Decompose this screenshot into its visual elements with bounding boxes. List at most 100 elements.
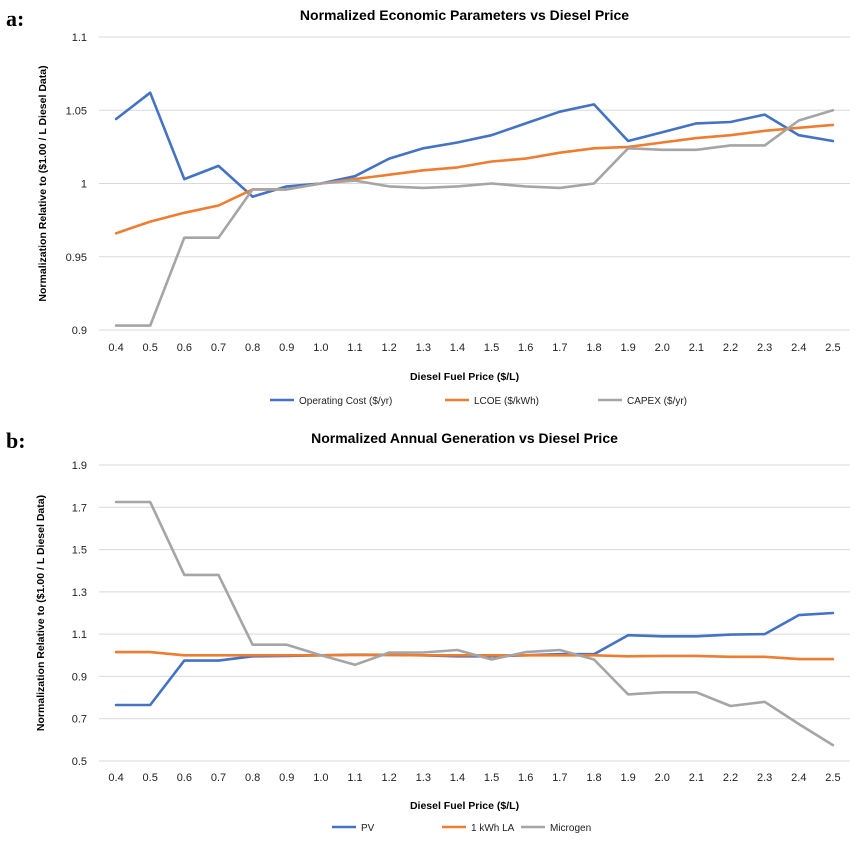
data-point (115, 118, 117, 120)
y-tick-label: 1.3 (72, 587, 87, 599)
x-tick-label: 1.4 (450, 772, 465, 784)
series-line-operating-cost-yr (114, 91, 835, 198)
data-point (558, 649, 561, 651)
data-point (797, 658, 800, 660)
x-tick-label: 2.1 (689, 772, 704, 784)
chart-title: Normalized Economic Parameters vs Diesel… (300, 7, 629, 23)
data-point (797, 119, 800, 122)
data-point (832, 744, 834, 747)
y-tick-label: 1.5 (72, 545, 87, 557)
data-point (729, 134, 732, 137)
legend-label: LCOE ($/kWh) (474, 396, 539, 407)
data-point (251, 643, 254, 646)
data-point (593, 654, 595, 657)
data-point (149, 220, 152, 223)
x-tick-label: 1.8 (586, 342, 601, 354)
data-point (797, 134, 800, 137)
x-tick-label: 1.0 (313, 772, 328, 784)
chart-panel-a: a: Normalized Economic Parameters vs Die… (0, 0, 858, 420)
data-point (729, 655, 732, 658)
annual-generation-chart: Normalized Annual Generation vs Diesel P… (35, 430, 850, 834)
y-tick-label: 1.1 (72, 629, 87, 641)
x-tick-label: 0.6 (177, 342, 192, 354)
data-point (354, 653, 356, 656)
x-tick-label: 2.2 (723, 342, 738, 354)
y-tick-label: 0.7 (72, 714, 87, 726)
data-point (354, 179, 356, 182)
x-tick-label: 0.7 (211, 772, 226, 784)
data-point (797, 614, 800, 617)
y-tick-label: 0.9 (72, 671, 87, 683)
x-tick-label: 1.1 (347, 772, 362, 784)
data-point (183, 654, 186, 657)
x-tick-label: 1.5 (484, 342, 499, 354)
data-point (729, 121, 732, 123)
x-tick-label: 1.8 (586, 772, 601, 784)
x-tick-label: 1.7 (552, 342, 567, 354)
data-point (661, 131, 664, 134)
data-point (661, 655, 664, 657)
y-tick-label: 1.7 (72, 502, 87, 514)
panel-label-a: a: (6, 6, 25, 31)
x-tick-label: 2.3 (757, 772, 772, 784)
series-line-microgen (114, 500, 835, 747)
legend-label: 1 kWh LA (471, 823, 515, 834)
data-point (149, 501, 152, 503)
x-tick-label: 0.9 (279, 772, 294, 784)
data-point (832, 612, 834, 614)
data-point (729, 705, 732, 707)
data-point (763, 113, 766, 116)
data-point (695, 655, 698, 657)
x-tick-label: 2.5 (825, 342, 840, 354)
data-point (149, 91, 152, 94)
data-point (115, 704, 117, 706)
data-point (490, 658, 493, 661)
data-point (456, 166, 459, 169)
data-point (524, 654, 527, 657)
series-line-capex-yr (114, 109, 835, 327)
x-tick-label: 2.2 (723, 772, 738, 784)
data-point (115, 232, 117, 235)
data-point (251, 188, 254, 191)
data-point (422, 654, 425, 657)
data-point (354, 175, 356, 178)
legend-label: CAPEX ($/yr) (627, 396, 687, 407)
data-point (695, 148, 698, 151)
data-point (217, 654, 220, 657)
data-point (661, 148, 664, 151)
data-point (763, 144, 766, 147)
data-point (729, 633, 732, 636)
data-point (115, 324, 117, 327)
x-tick-label: 1.4 (450, 342, 465, 354)
data-point (388, 157, 391, 160)
chart-title: Normalized Annual Generation vs Diesel P… (311, 430, 618, 446)
data-point (217, 165, 220, 167)
data-point (149, 651, 152, 654)
data-point (832, 109, 834, 112)
x-tick-label: 2.4 (791, 772, 806, 784)
data-point (593, 182, 595, 185)
x-tick-label: 1.9 (620, 342, 635, 354)
data-point (558, 110, 561, 113)
data-point (217, 659, 220, 662)
series-line-pv (114, 611, 835, 707)
data-point (490, 134, 493, 137)
data-point (832, 658, 834, 660)
data-point (524, 185, 527, 188)
x-tick-label: 2.1 (689, 342, 704, 354)
data-point (251, 654, 254, 657)
data-point (183, 211, 186, 214)
x-tick-label: 1.1 (347, 342, 362, 354)
data-point (422, 147, 425, 150)
data-point (661, 635, 664, 638)
data-point (422, 169, 425, 172)
x-tick-label: 0.6 (177, 772, 192, 784)
data-point (627, 655, 630, 658)
data-point (524, 651, 527, 654)
data-point (490, 182, 493, 185)
data-point (490, 654, 493, 657)
data-point (763, 129, 766, 132)
data-point (183, 236, 186, 239)
x-tick-label: 2.0 (655, 342, 670, 354)
data-point (183, 659, 186, 662)
